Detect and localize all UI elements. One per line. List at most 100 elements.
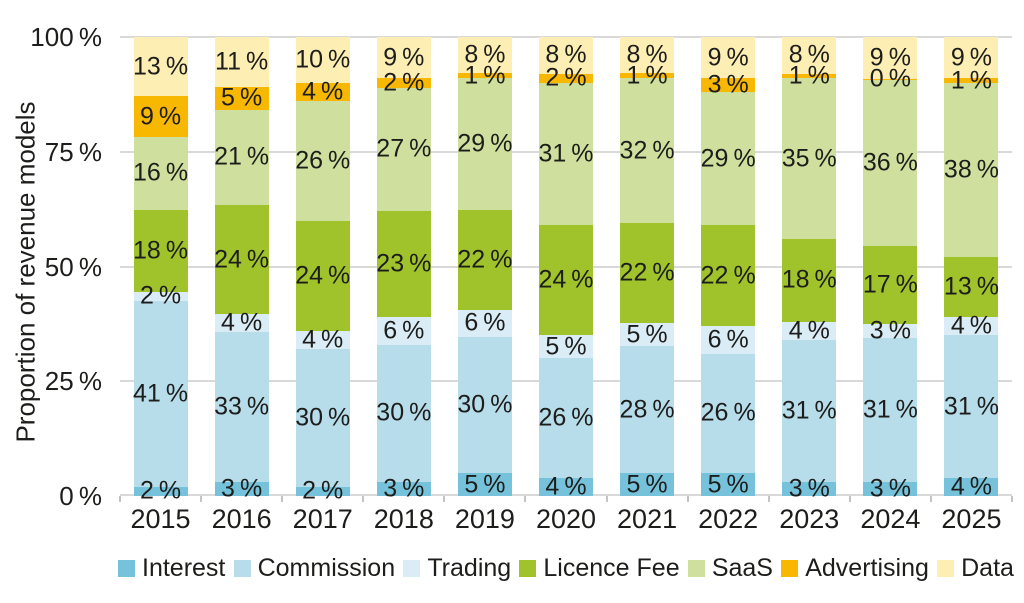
segment-value-label: 3 % <box>788 474 830 503</box>
segment-value-label: 8 % <box>788 40 830 69</box>
segment-value-label: 30 % <box>457 390 513 419</box>
segment-value-label: 29 % <box>700 144 756 173</box>
x-category-label: 2020 <box>535 504 597 534</box>
bar-segment <box>863 324 918 339</box>
segment-value-label: 10 % <box>295 45 351 74</box>
segment-value-label: 18 % <box>781 265 837 294</box>
x-axis-tick <box>605 496 608 502</box>
segment-value-label: 27 % <box>376 134 432 163</box>
bar-segment <box>701 473 756 496</box>
segment-value-label: 0 % <box>869 64 911 93</box>
bar-segment <box>214 109 269 206</box>
x-category-label: 2015 <box>130 504 191 534</box>
bar-segment <box>376 482 431 496</box>
bar-segment <box>863 37 918 79</box>
segment-value-label: 1 % <box>464 61 506 90</box>
bar-segment <box>944 257 999 317</box>
bar-segment <box>620 77 675 224</box>
bar-segment <box>376 87 431 212</box>
gridline <box>120 36 1012 38</box>
x-axis-tick <box>848 496 851 502</box>
segment-value-label: 23 % <box>376 249 432 278</box>
bar-segment <box>782 73 837 79</box>
segment-value-label: 8 % <box>626 40 668 69</box>
segment-value-label: 4 % <box>788 316 830 345</box>
bar-segment <box>863 482 918 496</box>
bar-segment <box>133 137 188 210</box>
segment-value-label: 24 % <box>214 245 270 274</box>
segment-value-label: 3 % <box>707 70 749 99</box>
segment-value-label: 6 % <box>464 308 506 337</box>
segment-value-label: 8 % <box>545 40 587 69</box>
segment-value-label: 31 % <box>781 396 837 425</box>
x-axis-tick <box>767 496 770 502</box>
x-axis-tick <box>443 496 446 502</box>
bar-segment <box>457 473 512 496</box>
x-category-label: 2017 <box>292 504 353 534</box>
segment-value-label: 5 % <box>464 470 506 499</box>
bar-segment <box>133 291 188 301</box>
legend-item: Advertising <box>781 556 929 581</box>
segment-value-label: 17 % <box>862 270 918 299</box>
segment-value-label: 1 % <box>626 61 668 90</box>
bar-segment <box>214 205 269 315</box>
bar-segment <box>295 82 350 102</box>
segment-value-label: 22 % <box>700 261 756 290</box>
x-category-label: 2021 <box>617 504 678 534</box>
segment-value-label: 21 % <box>214 142 270 171</box>
segment-value-label: 22 % <box>619 258 675 287</box>
bar-segment <box>214 482 269 496</box>
legend-label: SaaS <box>711 554 773 582</box>
segment-value-label: 4 % <box>545 472 587 501</box>
bar-segment <box>782 78 837 239</box>
bar-segment <box>701 353 756 474</box>
segment-value-label: 29 % <box>457 129 513 158</box>
segment-value-label: 5 % <box>221 83 263 112</box>
bar-segment <box>539 225 593 336</box>
segment-value-label: 5 % <box>545 332 587 361</box>
bar-segment <box>539 37 593 74</box>
segment-value-label: 2 % <box>139 281 182 310</box>
segment-value-label: 24 % <box>295 261 351 290</box>
legend-swatch <box>687 560 705 577</box>
legend-swatch <box>118 560 135 577</box>
segment-value-label: 4 % <box>302 77 344 106</box>
bar-segment <box>457 209 512 310</box>
segment-value-label: 3 % <box>221 474 263 503</box>
segment-value-label: 6 % <box>383 316 425 345</box>
bar-segment <box>782 321 837 340</box>
y-tick-label: 100 % <box>30 22 102 52</box>
x-category-label: 2019 <box>454 504 515 534</box>
legend-item: Licence Fee <box>519 556 680 581</box>
bar-segment <box>944 317 999 336</box>
segment-value-label: 3 % <box>869 316 911 345</box>
segment-value-label: 38 % <box>943 155 999 184</box>
legend-label: Commission <box>257 554 396 582</box>
x-axis-tick <box>362 496 365 502</box>
segment-value-label: 4 % <box>221 308 263 337</box>
segment-value-label: 26 % <box>295 146 351 175</box>
bar-segment <box>295 37 350 83</box>
bar-segment <box>133 486 188 496</box>
bar-segment <box>539 73 593 83</box>
bar-segment <box>620 223 675 324</box>
bar-segment <box>295 486 350 496</box>
y-tick-label: 50 % <box>44 251 102 282</box>
segment-value-label: 11 % <box>215 47 269 76</box>
legend-item: Data <box>937 556 1014 581</box>
segment-value-label: 6 % <box>707 325 749 354</box>
segment-value-label: 8 % <box>464 40 506 69</box>
bar-segment <box>620 73 675 78</box>
bar-segment <box>457 37 512 74</box>
legend-item: SaaS <box>687 554 773 582</box>
segment-value-label: 4 % <box>302 325 344 354</box>
bar-segment <box>295 220 350 331</box>
bar-segment <box>620 346 675 474</box>
segment-value-label: 35 % <box>781 144 837 173</box>
segment-value-label: 9 % <box>383 43 425 72</box>
bar-segment <box>214 87 269 110</box>
x-axis-tick <box>119 496 121 502</box>
segment-value-label: 32 % <box>619 136 675 165</box>
bar-segment <box>944 82 999 258</box>
bar-segment <box>457 77 512 210</box>
